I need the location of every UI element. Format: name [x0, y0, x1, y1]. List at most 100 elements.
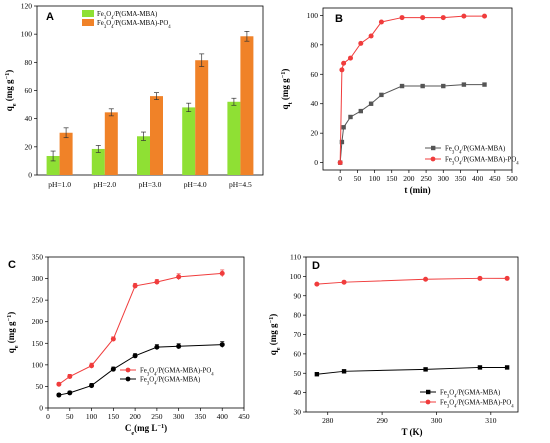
panel-b-data-point	[378, 19, 384, 25]
panel-a-category-label: pH=4.0	[184, 180, 207, 189]
panel-c-plot-frame	[47, 256, 245, 409]
panel-b-xtick-label: 50	[354, 174, 362, 183]
panel-b-xlabel: t (min)	[404, 185, 430, 195]
panel-d-data-point	[504, 275, 510, 281]
panel-d-data-point	[314, 281, 320, 287]
panel-b-ytick-label: 0	[314, 158, 318, 167]
panel-b-ytick-label: 80	[311, 40, 319, 49]
panel-b-data-point	[358, 108, 363, 114]
panel-b-data-point	[482, 82, 487, 87]
panel-b-series-line	[339, 84, 485, 163]
panel-b-ytick-label: 20	[311, 129, 319, 138]
panel-c-ytick-label: 300	[32, 274, 44, 283]
panel-a-category-label: pH=3.0	[139, 180, 162, 189]
panel-a-label: A	[46, 11, 54, 23]
panel-c-legend-label: Fe3O4/P(GMA-MBA)	[140, 377, 200, 387]
panel-b-xtick-label: 150	[386, 174, 398, 183]
panel-d-label: D	[312, 260, 320, 272]
panel-c-series-line	[58, 272, 223, 385]
panel-d-xtick-label: 280	[322, 416, 334, 425]
panel-b-data-point	[461, 13, 467, 19]
panel-a-bar	[227, 101, 241, 175]
panel-a-bar	[46, 155, 60, 175]
panel-c-ytick-label: 50	[36, 382, 44, 391]
panel-c-label: C	[8, 259, 16, 271]
panel-b-xtick-label: 500	[506, 174, 518, 183]
panel-b-xtick-label: 350	[455, 174, 467, 183]
panel-d-data-point	[477, 365, 483, 370]
panel-c-xtick-label: 450	[238, 412, 250, 421]
panel-c-series-line	[58, 344, 223, 396]
panel-d-ylabel: qe (mg g−1)	[268, 314, 282, 356]
panel-b-xtick-label: 450	[489, 174, 501, 183]
panel-c-xlabel: Ce(mg L−1)	[125, 423, 167, 437]
panel-b-data-point	[441, 83, 446, 89]
panel-c-xtick-label: 400	[217, 412, 229, 421]
panel-c-xtick-label: 100	[86, 412, 98, 421]
panel-c-xtick-label: 250	[151, 412, 163, 421]
panel-b-legend-label: Fe3O4/P(GMA-MBA)-PO4	[445, 157, 519, 167]
panel-c-xtick-label: 0	[46, 412, 50, 421]
panel-b-data-point	[420, 83, 425, 89]
panel-c-ytick-label: 100	[32, 360, 44, 369]
panel-b-data-point	[337, 160, 343, 166]
panel-b-data-point	[347, 55, 353, 61]
panel-b-data-point	[461, 82, 467, 87]
panel-a-legend-label: Fe3O4/P(GMA-MBA)	[97, 11, 157, 21]
panel-b-plot-frame	[322, 7, 513, 171]
panel-a-ytick-label: 20	[25, 142, 33, 151]
panel-b-data-point	[348, 114, 353, 120]
panel-a-bar	[137, 136, 150, 175]
panel-a-bar	[195, 60, 209, 175]
panel-c-xtick-label: 350	[195, 412, 207, 421]
panel-a-bar	[150, 96, 163, 175]
panel-b-ytick-label: 100	[307, 11, 319, 20]
panel-d-ytick-label: 50	[294, 369, 302, 378]
panel-b-data-point	[379, 92, 384, 98]
panel-a-bar	[91, 148, 105, 175]
panel-a-ytick-label: 120	[21, 2, 33, 11]
panel-b-data-point	[399, 15, 405, 21]
panel-d-ytick-label: 30	[294, 408, 302, 417]
panel-d-ytick-label: 100	[290, 272, 302, 281]
panel-c-ylabel: qe (mg g−1)	[6, 312, 20, 354]
panel-d-legend-marker	[425, 399, 431, 405]
panel-b-data-point	[368, 33, 374, 39]
panel-d-data-point	[423, 367, 428, 372]
panel-a-bar	[104, 112, 118, 175]
panel-c-ytick-label: 200	[32, 317, 44, 326]
panel-b-legend-marker	[431, 145, 436, 151]
panel-b-series-line	[339, 15, 485, 163]
panel-b-data-point	[341, 125, 346, 130]
panel-a-ytick-label: 100	[21, 30, 33, 39]
panel-c-ytick-label: 150	[32, 339, 44, 348]
panel-d-legend-marker	[426, 389, 431, 395]
panel-c-ytick-label: 250	[32, 296, 44, 305]
panel-b-xtick-label: 0	[338, 174, 342, 183]
panel-a-category-label: pH=2.0	[93, 180, 116, 189]
panel-a-ytick-label: 40	[25, 114, 33, 123]
panel-d-data-point	[341, 369, 347, 374]
panel-b-xtick-label: 400	[472, 174, 484, 183]
panel-d-ytick-label: 40	[294, 388, 302, 397]
panel-d-legend-label: Fe3O4/P(GMA-MBA)	[440, 390, 500, 400]
panel-a-ytick-label: 80	[25, 58, 33, 67]
panel-a-ylabel: qe (mg g−1)	[4, 70, 18, 112]
panel-c-legend-marker	[125, 376, 131, 382]
panel-d-xlabel: T (K)	[401, 427, 422, 437]
panel-d-data-point	[341, 279, 347, 285]
panel-d-data-point	[477, 275, 483, 281]
panel-a-ytick-label: 0	[28, 171, 32, 180]
panel-a-ytick-label: 60	[25, 86, 33, 95]
panel-a-category-label: pH=4.5	[229, 180, 252, 189]
panel-d-xtick-label: 310	[485, 416, 497, 425]
panel-d-ytick-label: 60	[294, 349, 302, 358]
panel-a-legend-swatch	[82, 10, 94, 17]
panel-c-xtick-label: 300	[173, 412, 185, 421]
panel-c-legend-label: Fe3O4/P(GMA-MBA)-PO4	[140, 368, 214, 378]
panel-d-data-point	[504, 365, 510, 370]
panel-d-ytick-label: 110	[290, 253, 301, 262]
panel-d-data-point	[423, 276, 429, 282]
panel-d-ytick-label: 80	[294, 311, 302, 320]
